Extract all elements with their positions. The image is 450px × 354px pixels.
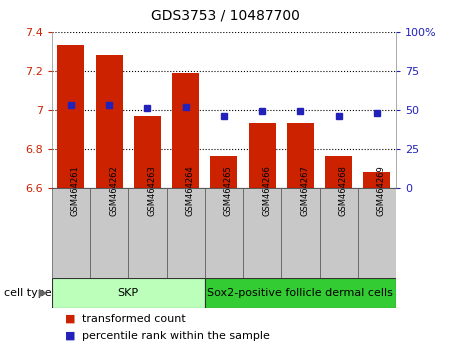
Bar (58, 46, 84, 188)
Bar (364, 172, 390, 188)
Text: GSM464263: GSM464263 (148, 165, 157, 216)
Text: percentile rank within the sample: percentile rank within the sample (82, 331, 270, 341)
Text: GSM464262: GSM464262 (109, 165, 118, 216)
Text: GSM464269: GSM464269 (377, 165, 386, 216)
Bar (134, 116, 161, 188)
Bar (320, 188, 358, 278)
Bar (243, 188, 281, 278)
Bar (166, 188, 205, 278)
Bar (249, 124, 275, 188)
Bar (281, 188, 320, 278)
Text: Sox2-positive follicle dermal cells: Sox2-positive follicle dermal cells (207, 288, 393, 298)
Bar (172, 73, 199, 188)
Bar (90, 188, 128, 278)
Text: ▶: ▶ (39, 288, 47, 298)
Text: transformed count: transformed count (82, 314, 186, 324)
Bar (96, 55, 122, 188)
Bar (52, 188, 90, 278)
Bar (211, 156, 237, 188)
Bar (52, 278, 205, 308)
Bar (325, 156, 352, 188)
Bar (205, 188, 243, 278)
Text: SKP: SKP (118, 288, 139, 298)
Text: GSM464261: GSM464261 (71, 165, 80, 216)
Bar (128, 188, 166, 278)
Text: GDS3753 / 10487700: GDS3753 / 10487700 (151, 9, 299, 23)
Text: ■: ■ (65, 314, 76, 324)
Text: ■: ■ (65, 331, 76, 341)
Text: GSM464265: GSM464265 (224, 165, 233, 216)
Bar (205, 278, 396, 308)
Bar (358, 188, 396, 278)
Text: cell type: cell type (4, 288, 52, 298)
Text: GSM464264: GSM464264 (185, 165, 194, 216)
Bar (287, 124, 314, 188)
Text: GSM464267: GSM464267 (301, 165, 310, 216)
Text: GSM464268: GSM464268 (338, 165, 347, 216)
Text: GSM464266: GSM464266 (262, 165, 271, 216)
